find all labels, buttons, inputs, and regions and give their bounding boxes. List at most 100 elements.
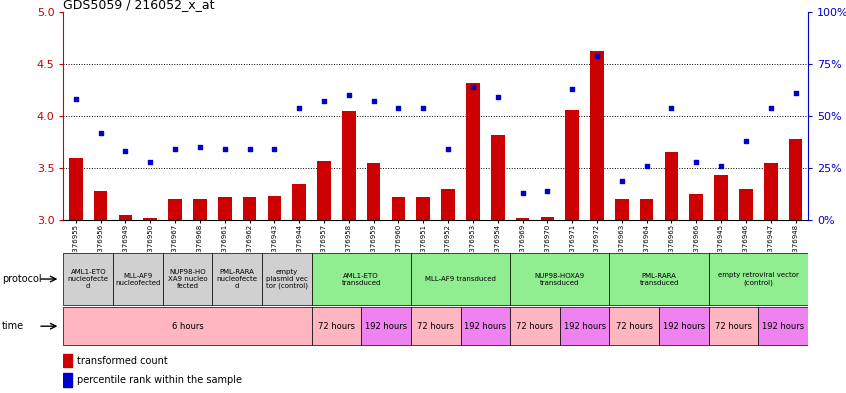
Bar <box>416 197 430 220</box>
Bar <box>162 253 212 305</box>
Text: 72 hours: 72 hours <box>318 322 355 331</box>
Text: 6 hours: 6 hours <box>172 322 203 331</box>
Bar <box>94 191 107 220</box>
Text: MLL-AF9
nucleofected: MLL-AF9 nucleofected <box>115 272 161 286</box>
Text: 192 hours: 192 hours <box>662 322 705 331</box>
Point <box>714 163 728 169</box>
Text: 192 hours: 192 hours <box>563 322 606 331</box>
Text: protocol: protocol <box>2 274 41 284</box>
Bar <box>367 163 381 220</box>
Bar <box>615 199 629 220</box>
Point <box>615 177 629 184</box>
Bar <box>541 217 554 220</box>
Point <box>591 52 604 59</box>
Bar <box>659 307 709 345</box>
Point <box>367 98 381 105</box>
Bar <box>516 218 530 220</box>
Point <box>193 144 206 150</box>
Point <box>665 105 678 111</box>
Bar <box>764 163 777 220</box>
Text: 72 hours: 72 hours <box>616 322 653 331</box>
Point <box>94 129 107 136</box>
Point <box>416 105 430 111</box>
Point <box>491 94 504 100</box>
Text: empty
plasmid vec
tor (control): empty plasmid vec tor (control) <box>266 269 308 289</box>
Bar <box>709 307 758 345</box>
Point <box>640 163 653 169</box>
Bar <box>144 218 157 220</box>
Bar <box>317 161 331 220</box>
Bar <box>193 199 206 220</box>
Bar <box>442 189 455 220</box>
Bar <box>69 158 83 220</box>
Text: AML1-ETO
transduced: AML1-ETO transduced <box>342 272 381 286</box>
Text: AML1-ETO
nucleofecte
d: AML1-ETO nucleofecte d <box>68 269 109 289</box>
Point <box>267 146 281 152</box>
Bar <box>113 253 162 305</box>
Point <box>689 159 703 165</box>
Text: PML-RARA
transduced: PML-RARA transduced <box>640 272 678 286</box>
Point <box>565 86 579 92</box>
Text: PML-RARA
nucleofecte
d: PML-RARA nucleofecte d <box>217 269 258 289</box>
Bar <box>411 253 510 305</box>
Bar <box>460 307 510 345</box>
Bar <box>640 199 653 220</box>
Bar <box>63 354 73 367</box>
Bar <box>361 307 411 345</box>
Bar <box>212 253 262 305</box>
Bar <box>342 111 355 220</box>
Bar <box>218 197 232 220</box>
Bar <box>168 199 182 220</box>
Point <box>218 146 232 152</box>
Bar <box>466 83 480 220</box>
Point <box>392 105 405 111</box>
Bar <box>411 307 460 345</box>
Bar <box>788 139 802 220</box>
Bar <box>714 175 728 220</box>
Point <box>243 146 256 152</box>
Bar <box>243 197 256 220</box>
Bar <box>665 152 678 220</box>
Point <box>442 146 455 152</box>
Text: GDS5059 / 216052_x_at: GDS5059 / 216052_x_at <box>63 0 215 11</box>
Bar <box>311 253 411 305</box>
Point <box>144 159 157 165</box>
Bar <box>739 189 753 220</box>
Bar <box>392 197 405 220</box>
Text: 192 hours: 192 hours <box>762 322 805 331</box>
Point <box>764 105 777 111</box>
Text: 192 hours: 192 hours <box>464 322 507 331</box>
Bar <box>609 307 659 345</box>
Text: 192 hours: 192 hours <box>365 322 407 331</box>
Point <box>317 98 331 105</box>
Bar <box>293 184 306 220</box>
Point <box>788 90 802 96</box>
Text: empty retroviral vector
(control): empty retroviral vector (control) <box>718 272 799 286</box>
Point <box>342 92 355 98</box>
Point <box>293 105 306 111</box>
Bar <box>267 196 281 220</box>
Text: NUP98-HO
XA9 nucleo
fected: NUP98-HO XA9 nucleo fected <box>168 269 207 289</box>
Text: percentile rank within the sample: percentile rank within the sample <box>77 375 242 386</box>
Bar <box>565 110 579 220</box>
Bar <box>262 253 311 305</box>
Text: MLL-AF9 transduced: MLL-AF9 transduced <box>425 276 496 282</box>
Bar <box>758 307 808 345</box>
Bar <box>591 51 604 220</box>
Point <box>739 138 753 144</box>
Point <box>466 84 480 90</box>
Text: transformed count: transformed count <box>77 356 168 366</box>
Text: NUP98-HOXA9
transduced: NUP98-HOXA9 transduced <box>535 272 585 286</box>
Bar <box>510 307 560 345</box>
Point <box>69 96 83 103</box>
Text: 72 hours: 72 hours <box>417 322 454 331</box>
Bar <box>689 194 703 220</box>
Point <box>516 190 530 196</box>
Text: 72 hours: 72 hours <box>516 322 553 331</box>
Bar <box>709 253 808 305</box>
Text: time: time <box>2 321 24 331</box>
Point <box>168 146 182 152</box>
Bar <box>560 307 609 345</box>
Text: 72 hours: 72 hours <box>715 322 752 331</box>
Bar <box>491 135 504 220</box>
